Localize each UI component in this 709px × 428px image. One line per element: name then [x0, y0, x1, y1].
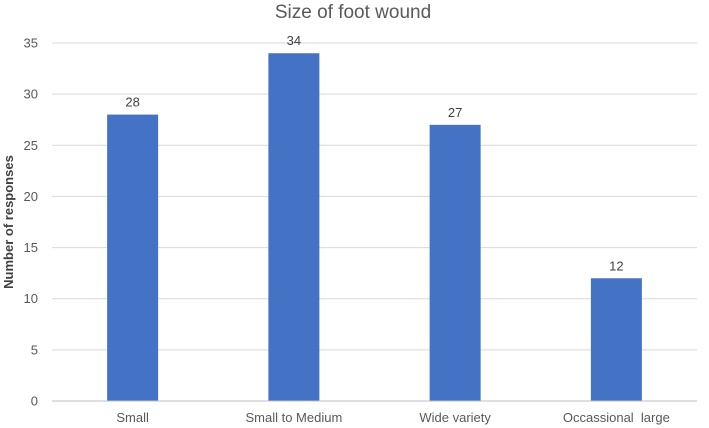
y-tick-label: 35	[24, 36, 38, 51]
y-tick-label: 10	[24, 291, 38, 306]
bar	[429, 124, 481, 401]
x-tick-label: Wide variety	[419, 410, 491, 425]
y-axis-title: Number of responses	[1, 155, 16, 289]
y-tick-label: 5	[31, 342, 38, 357]
chart-title: Size of foot wound	[275, 2, 431, 23]
y-tick-label: 15	[24, 240, 38, 255]
y-tick-label: 30	[24, 87, 38, 102]
data-label: 12	[609, 258, 623, 273]
bar	[268, 53, 320, 401]
data-labels: 28 34 27 12	[125, 33, 623, 273]
data-label: 34	[287, 33, 301, 48]
gridlines	[52, 42, 697, 351]
y-tick-label: 0	[31, 394, 38, 409]
data-label: 27	[448, 105, 462, 120]
data-label: 28	[125, 95, 139, 110]
y-tick-label: 20	[24, 189, 38, 204]
bar	[590, 278, 642, 401]
y-axis-ticks: 0 5 10 15 20 25 30 35	[24, 36, 38, 409]
bar	[107, 114, 159, 401]
x-tick-label: Small to Medium	[245, 410, 342, 425]
x-tick-label: Occassional large	[563, 410, 670, 425]
bars	[107, 53, 642, 401]
x-tick-label: Small	[116, 410, 149, 425]
y-tick-label: 25	[24, 138, 38, 153]
x-axis-ticks: Small Small to Medium Wide variety Occassio…	[116, 410, 669, 425]
